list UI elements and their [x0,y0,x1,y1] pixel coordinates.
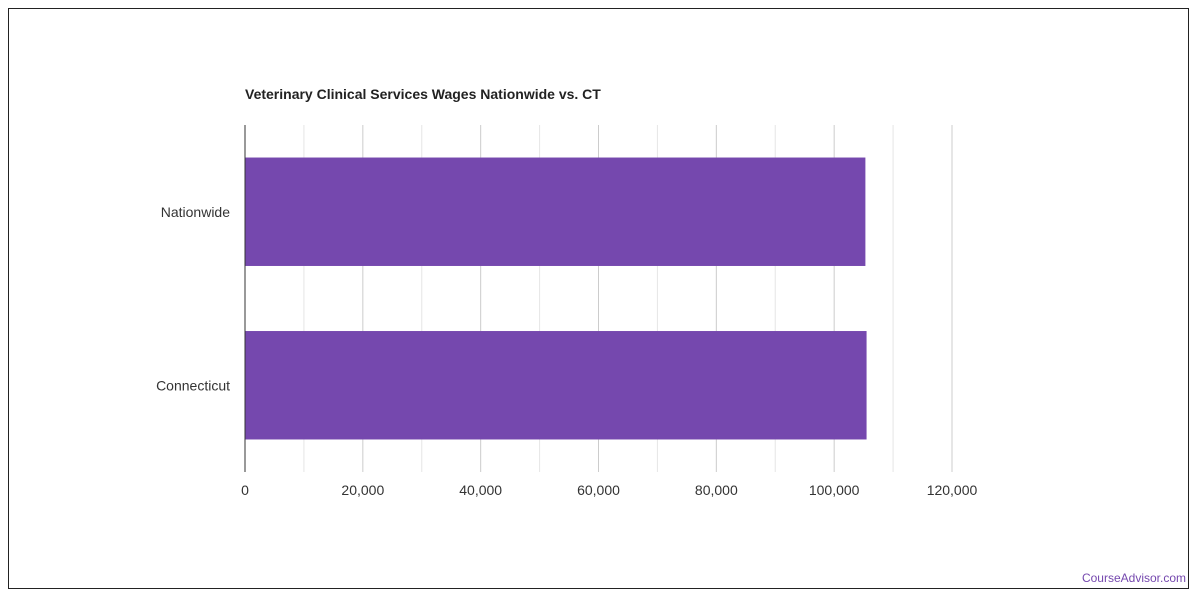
x-tick-label: 60,000 [577,482,620,498]
x-tick-label: 20,000 [341,482,384,498]
watermark: CourseAdvisor.com [1081,571,1186,585]
chart-title: Veterinary Clinical Services Wages Natio… [245,86,601,102]
x-tick-label: 0 [241,482,249,498]
category-labels: Nationwide Connecticut [156,204,230,394]
category-label-nationwide: Nationwide [161,204,230,220]
category-label-connecticut: Connecticut [156,377,230,393]
x-tick-label: 120,000 [927,482,978,498]
x-tick-label: 80,000 [695,482,738,498]
x-tick-labels: 0 20,000 40,000 60,000 80,000 100,000 120,000 [241,482,977,498]
bar-nationwide [245,157,866,266]
x-tick-label: 100,000 [809,482,860,498]
x-tick-label: 40,000 [459,482,502,498]
bars [245,157,867,440]
chart-frame [8,8,1189,589]
bar-connecticut [245,331,867,440]
